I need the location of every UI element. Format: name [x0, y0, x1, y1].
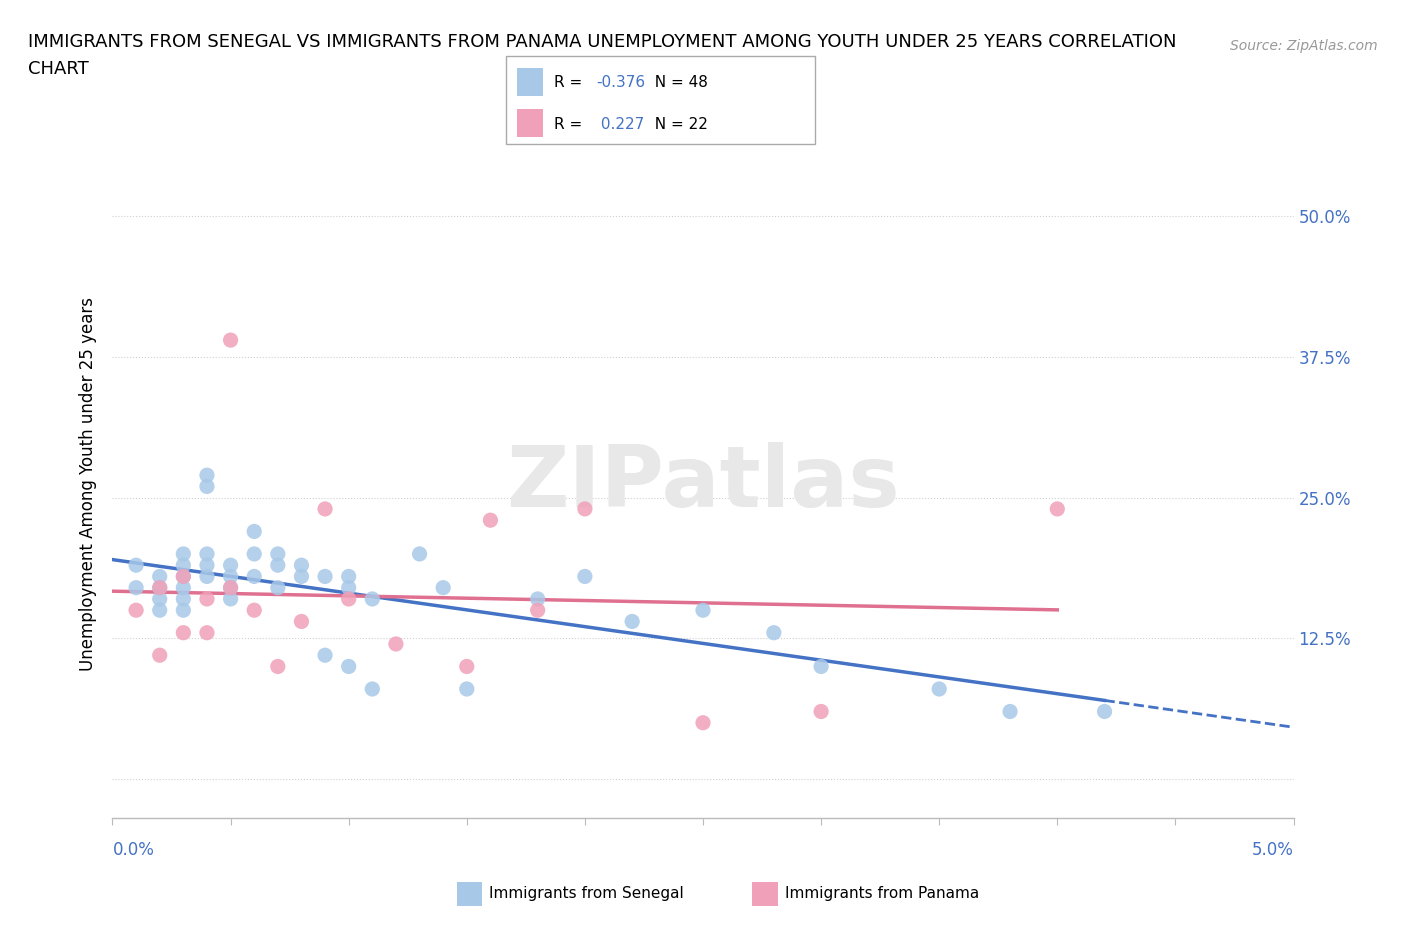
- Point: [314, 501, 336, 516]
- Point: [172, 547, 194, 562]
- Point: [172, 603, 194, 618]
- Point: [195, 625, 218, 640]
- Point: [172, 569, 194, 584]
- Point: [243, 524, 266, 538]
- Point: [195, 558, 218, 573]
- Point: [574, 569, 596, 584]
- Point: [290, 558, 312, 573]
- Point: [149, 580, 172, 595]
- Y-axis label: Unemployment Among Youth under 25 years: Unemployment Among Youth under 25 years: [79, 297, 97, 671]
- Point: [1046, 501, 1069, 516]
- Point: [195, 547, 218, 562]
- Point: [314, 569, 336, 584]
- Point: [125, 580, 148, 595]
- Text: R =: R =: [554, 74, 588, 90]
- Point: [267, 580, 290, 595]
- Point: [149, 591, 172, 606]
- Point: [574, 501, 596, 516]
- Point: [361, 682, 384, 697]
- Point: [692, 715, 714, 730]
- Point: [526, 591, 548, 606]
- Point: [692, 603, 714, 618]
- Point: [172, 625, 194, 640]
- Point: [762, 625, 785, 640]
- Point: [526, 603, 548, 618]
- Point: [243, 547, 266, 562]
- Text: -0.376: -0.376: [596, 74, 645, 90]
- Point: [456, 659, 478, 674]
- Point: [172, 569, 194, 584]
- Point: [195, 569, 218, 584]
- Point: [125, 603, 148, 618]
- Point: [267, 547, 290, 562]
- Point: [243, 569, 266, 584]
- Text: Immigrants from Panama: Immigrants from Panama: [785, 886, 979, 901]
- Point: [928, 682, 950, 697]
- Point: [408, 547, 430, 562]
- Point: [998, 704, 1021, 719]
- Point: [810, 704, 832, 719]
- Point: [810, 659, 832, 674]
- Point: [267, 659, 290, 674]
- Point: [219, 580, 242, 595]
- Point: [195, 479, 218, 494]
- Point: [432, 580, 454, 595]
- Text: CHART: CHART: [28, 60, 89, 78]
- Point: [219, 333, 242, 348]
- Text: 0.227: 0.227: [596, 117, 644, 132]
- Point: [361, 591, 384, 606]
- Point: [290, 569, 312, 584]
- Point: [195, 468, 218, 483]
- Text: 0.0%: 0.0%: [112, 841, 155, 859]
- Point: [456, 682, 478, 697]
- Point: [219, 569, 242, 584]
- Text: R =: R =: [554, 117, 588, 132]
- Text: IMMIGRANTS FROM SENEGAL VS IMMIGRANTS FROM PANAMA UNEMPLOYMENT AMONG YOUTH UNDER: IMMIGRANTS FROM SENEGAL VS IMMIGRANTS FR…: [28, 33, 1177, 50]
- Text: ZIPatlas: ZIPatlas: [506, 442, 900, 525]
- Point: [1094, 704, 1116, 719]
- Point: [195, 591, 218, 606]
- Point: [337, 591, 360, 606]
- Point: [337, 659, 360, 674]
- Point: [385, 636, 408, 651]
- Text: N = 48: N = 48: [645, 74, 709, 90]
- Text: 5.0%: 5.0%: [1251, 841, 1294, 859]
- Point: [149, 569, 172, 584]
- Text: Source: ZipAtlas.com: Source: ZipAtlas.com: [1230, 39, 1378, 53]
- Point: [149, 580, 172, 595]
- Point: [267, 558, 290, 573]
- Point: [219, 580, 242, 595]
- Point: [479, 512, 502, 527]
- Point: [337, 580, 360, 595]
- Point: [172, 591, 194, 606]
- Point: [290, 614, 312, 629]
- Point: [172, 558, 194, 573]
- Point: [314, 648, 336, 663]
- Point: [149, 648, 172, 663]
- Point: [243, 603, 266, 618]
- Point: [337, 569, 360, 584]
- Point: [219, 591, 242, 606]
- Point: [621, 614, 644, 629]
- Text: Immigrants from Senegal: Immigrants from Senegal: [489, 886, 685, 901]
- Point: [172, 580, 194, 595]
- Point: [219, 558, 242, 573]
- Point: [125, 558, 148, 573]
- Point: [149, 603, 172, 618]
- Text: N = 22: N = 22: [645, 117, 709, 132]
